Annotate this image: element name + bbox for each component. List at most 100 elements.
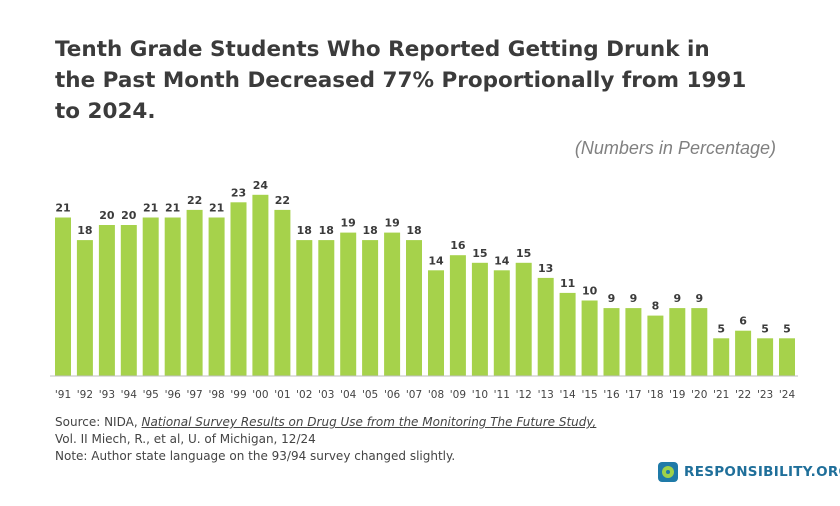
value-label: 21 (165, 202, 180, 215)
value-label: 5 (717, 322, 725, 335)
value-label: 9 (608, 292, 616, 305)
x-tick-label: '01 (274, 389, 290, 401)
x-tick-label: '18 (647, 389, 663, 401)
source-reference-link[interactable]: National Survey Results on Drug Use from… (141, 415, 597, 429)
value-label: 19 (341, 217, 356, 230)
x-tick-label: '07 (406, 389, 422, 401)
value-label: 22 (275, 194, 290, 207)
bar-'02 (296, 240, 313, 376)
value-label: 11 (560, 277, 575, 290)
x-tick-label: '95 (143, 389, 159, 401)
bar-'23 (757, 338, 774, 377)
value-label: 10 (582, 285, 598, 298)
bar-'22 (735, 330, 752, 376)
x-tick-label: '23 (757, 389, 773, 401)
value-label: 9 (630, 292, 638, 305)
value-label: 18 (297, 224, 312, 237)
x-tick-label: '02 (296, 389, 312, 401)
bar-'16 (603, 308, 620, 377)
value-label: 24 (253, 179, 269, 192)
value-label: 18 (362, 224, 377, 237)
brand-logo: RESPONSIBILITY.ORG (658, 461, 840, 483)
bar-'14 (559, 292, 576, 376)
value-label: 16 (450, 239, 466, 252)
units-note: (Numbers in Percentage) (574, 138, 776, 158)
bar-'24 (779, 338, 795, 377)
value-label: 14 (428, 254, 444, 267)
value-label: 18 (77, 224, 92, 237)
bar-'05 (362, 240, 379, 376)
x-tick-label: '94 (121, 389, 138, 401)
bar-'13 (537, 277, 554, 376)
x-tick-label: '19 (669, 389, 685, 401)
bar-'17 (625, 308, 642, 377)
source-block: Source: NIDA, National Survey Results on… (55, 414, 596, 465)
value-label: 9 (695, 292, 703, 305)
bar-'01 (274, 209, 291, 376)
responsibility-logo-icon (658, 462, 678, 482)
x-tick-label: '17 (625, 389, 641, 401)
bar-'98 (208, 217, 225, 376)
x-tick-label: '04 (340, 389, 357, 401)
value-label: 21 (143, 202, 158, 215)
bar-'15 (581, 300, 598, 376)
bar-'06 (384, 232, 401, 376)
x-tick-label: '99 (230, 389, 246, 401)
value-label: 15 (472, 247, 487, 260)
value-label: 5 (783, 322, 791, 335)
value-label: 18 (319, 224, 334, 237)
value-label: 21 (55, 202, 70, 215)
bar-'07 (406, 240, 422, 376)
x-tick-label: '05 (362, 389, 378, 401)
bar-'94 (120, 225, 137, 376)
x-tick-label: '12 (516, 389, 532, 401)
value-label: 20 (121, 209, 137, 222)
x-tick-label: '13 (538, 389, 554, 401)
chart-title: Tenth Grade Students Who Reported Gettin… (55, 37, 747, 124)
brand-name: RESPONSIBILITY.ORG (684, 464, 840, 480)
bar-'08 (428, 270, 444, 376)
x-tick-label: '00 (252, 389, 268, 401)
bar-'03 (318, 240, 335, 376)
x-tick-label: '96 (165, 389, 182, 401)
value-label: 19 (384, 217, 399, 230)
x-tick-label: '09 (450, 389, 466, 401)
bar-'18 (647, 315, 664, 376)
x-tick-label: '03 (318, 389, 334, 401)
value-label: 15 (516, 247, 531, 260)
value-label: 14 (494, 254, 510, 267)
bar-'97 (186, 209, 203, 376)
bar-'04 (340, 232, 357, 376)
x-tick-label: '08 (428, 389, 444, 401)
x-tick-label: '14 (559, 389, 576, 401)
value-label: 13 (538, 262, 553, 275)
bar-'99 (230, 202, 247, 376)
source-line-1: Source: NIDA, National Survey Results on… (55, 414, 596, 431)
value-label: 8 (652, 300, 660, 313)
x-tick-label: '98 (208, 389, 224, 401)
x-tick-label: '92 (77, 389, 93, 401)
x-tick-label: '93 (99, 389, 115, 401)
value-label: 9 (673, 292, 681, 305)
x-tick-label: '20 (691, 389, 707, 401)
bar-'20 (691, 308, 708, 377)
value-label: 23 (231, 186, 246, 199)
survey-note: Note: Author state language on the 93/94… (55, 449, 456, 463)
value-label: 22 (187, 194, 202, 207)
x-tick-label: '11 (494, 389, 510, 401)
bar-'12 (515, 262, 532, 377)
x-tick-label: '91 (55, 389, 71, 401)
source-line-2: Vol. II Miech, R., et al, U. of Michigan… (55, 432, 316, 446)
value-label: 6 (739, 315, 747, 328)
x-tick-label: '21 (713, 389, 729, 401)
x-tick-label: '24 (779, 389, 796, 401)
bar-'19 (669, 308, 686, 377)
source-prefix: Source: NIDA, (55, 415, 142, 429)
bar-'00 (252, 194, 269, 376)
x-tick-label: '10 (472, 389, 488, 401)
x-tick-label: '06 (384, 389, 401, 401)
bar-'09 (449, 255, 466, 376)
bar-'11 (493, 270, 510, 376)
x-tick-label: '97 (186, 389, 202, 401)
x-tick-label: '15 (581, 389, 597, 401)
